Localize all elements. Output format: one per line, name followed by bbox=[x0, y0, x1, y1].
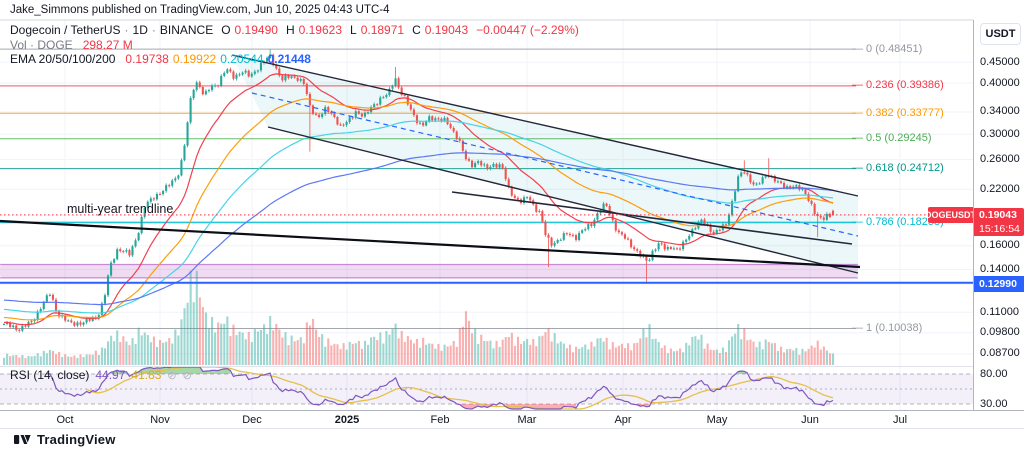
tradingview-brand: TradingView bbox=[37, 432, 116, 447]
change-value: −0.00447 (−2.29%) bbox=[476, 23, 579, 37]
price-axis-label: 0.30000 bbox=[980, 128, 1020, 140]
last-price-badge: 0.19043 15:16:54 bbox=[974, 208, 1024, 236]
price-axis-label: 0.14000 bbox=[980, 263, 1020, 275]
symbol-legend-row[interactable]: Dogecoin / TetherUS · 1D · BINANCE O 0.1… bbox=[10, 23, 579, 38]
interval-label[interactable]: 1D bbox=[132, 23, 148, 37]
ema50-value: 0.19922 bbox=[172, 52, 217, 66]
volume-label[interactable]: Vol · DOGE bbox=[10, 37, 73, 52]
time-axis-label: Feb bbox=[430, 414, 450, 426]
time-axis-label: Oct bbox=[56, 414, 74, 426]
time-axis-label: Jun bbox=[801, 414, 819, 426]
fib-level-label[interactable]: — 0.5 (0.29245) bbox=[852, 132, 932, 144]
fib-level-label[interactable]: — 0 (0.48451) bbox=[852, 43, 923, 55]
hide-icon[interactable]: ⊘ bbox=[182, 369, 192, 382]
fib-level-label[interactable]: — 0.382 (0.33777) bbox=[852, 107, 944, 119]
bar-countdown: 15:16:54 bbox=[979, 223, 1020, 235]
low-value: 0.18971 bbox=[360, 23, 405, 37]
close-letter: C bbox=[412, 23, 421, 37]
volume-legend-row[interactable]: Vol · DOGE 298.27 M bbox=[10, 38, 579, 53]
time-axis-label: Jul bbox=[892, 414, 908, 426]
price-axis-label: 0.22000 bbox=[980, 183, 1020, 195]
price-axis[interactable]: 0.19043 15:16:54 0.12990 0.45000 0.40000 0… bbox=[973, 20, 1024, 410]
fib-level-label[interactable]: — 0.236 (0.39386) bbox=[852, 79, 944, 91]
fib-level-label[interactable]: — 0.618 (0.24712) bbox=[852, 162, 944, 174]
trendline-annotation[interactable]: multi-year trendline bbox=[67, 202, 174, 216]
price-axis-label: 0.34000 bbox=[980, 105, 1020, 117]
time-axis-label: Nov bbox=[150, 414, 170, 426]
hide-icon[interactable]: ⊘ bbox=[167, 369, 177, 382]
separator-dot: · bbox=[124, 23, 129, 37]
time-axis-label: Mar bbox=[517, 414, 537, 426]
fib-level-label[interactable]: — 1 (0.10038) bbox=[852, 322, 923, 334]
currency-toggle-button[interactable]: USDT bbox=[980, 23, 1021, 45]
publish-note: Jake_Simmons published on TradingView.co… bbox=[10, 4, 390, 16]
high-value: 0.19623 bbox=[298, 23, 342, 37]
tradingview-footer[interactable]: TradingView bbox=[14, 432, 116, 447]
price-axis-label: 0.40000 bbox=[980, 77, 1020, 89]
ema200-value: 0.21448 bbox=[267, 52, 311, 66]
time-axis-label: 2025 bbox=[334, 414, 360, 426]
symbol-title[interactable]: Dogecoin / TetherUS bbox=[10, 23, 121, 37]
exchange-label[interactable]: BINANCE bbox=[159, 23, 214, 37]
high-letter: H bbox=[285, 23, 295, 37]
rsi-legend-row[interactable]: RSI (14, close) 44.97 41.83 ⊘ ⊘ bbox=[10, 368, 192, 382]
time-axis-label: May bbox=[706, 414, 728, 426]
rsi-value: 44.97 bbox=[95, 368, 126, 382]
ema100-value: 0.20544 bbox=[220, 52, 264, 66]
fib-level-label[interactable]: — 0.786 (0.18258) bbox=[852, 216, 944, 228]
close-value: 0.19043 bbox=[424, 23, 469, 37]
time-axis-label: Dec bbox=[242, 414, 262, 426]
time-axis[interactable]: Oct Nov Dec 2025 Feb Mar Apr May Jun Jul bbox=[0, 410, 1024, 429]
open-letter: O bbox=[221, 23, 231, 37]
last-price: 0.19043 bbox=[979, 209, 1017, 221]
separator-dot: · bbox=[151, 23, 156, 37]
volume-value: 298.27 M bbox=[82, 37, 133, 52]
ema20-value: 0.19738 bbox=[125, 52, 169, 66]
chart-legend: Dogecoin / TetherUS · 1D · BINANCE O 0.1… bbox=[10, 23, 579, 67]
rsi-label[interactable]: RSI (14, close) bbox=[10, 368, 90, 382]
open-value: 0.19490 bbox=[234, 23, 278, 37]
tradingview-logo-icon bbox=[14, 435, 31, 444]
price-axis-label: 0.16000 bbox=[980, 239, 1020, 251]
rsi-signal-value: 41.83 bbox=[131, 368, 162, 382]
low-letter: L bbox=[350, 23, 357, 37]
price-axis-label: 0.26000 bbox=[980, 153, 1020, 165]
price-axis-label: 0.45000 bbox=[980, 56, 1020, 68]
time-axis-label: Apr bbox=[614, 414, 632, 426]
rsi-axis-label: 80.00 bbox=[980, 368, 1008, 380]
ema-legend-row[interactable]: EMA 20/50/100/200 0.19738 0.19922 0.2054… bbox=[10, 52, 579, 67]
alert-price-badge: 0.12990 bbox=[974, 276, 1024, 292]
ema-label[interactable]: EMA 20/50/100/200 bbox=[10, 52, 116, 66]
price-axis-label: 0.09800 bbox=[980, 326, 1020, 338]
symbol-badge: DOGEUSDT bbox=[925, 207, 976, 223]
price-axis-label: 0.11000 bbox=[980, 306, 1019, 318]
rsi-axis-label: 30.00 bbox=[980, 398, 1008, 410]
price-axis-label: 0.08700 bbox=[980, 347, 1020, 359]
